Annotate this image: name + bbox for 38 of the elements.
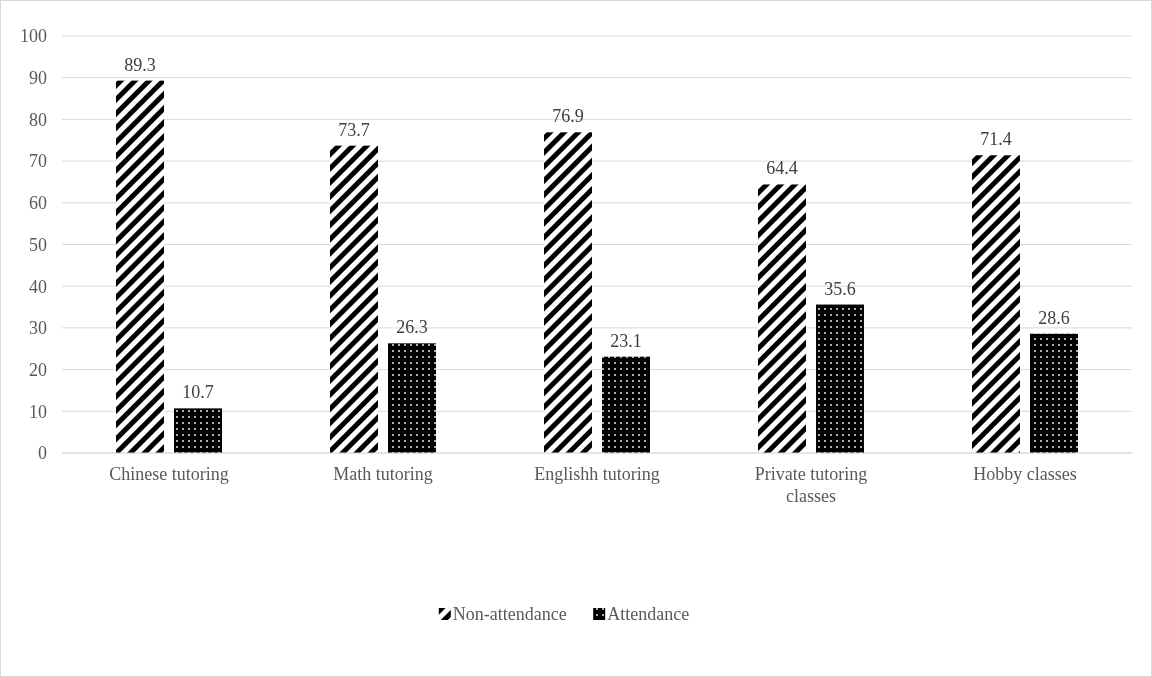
legend-label: Non-attendance <box>452 604 567 625</box>
data-label: 76.9 <box>552 106 584 127</box>
bar <box>544 132 592 453</box>
y-tick-label: 10 <box>29 401 47 422</box>
y-tick-label: 50 <box>29 234 47 255</box>
data-label: 10.7 <box>182 382 214 403</box>
bar <box>1030 333 1078 453</box>
y-tick-label: 40 <box>29 276 47 297</box>
data-label: 26.3 <box>396 317 428 338</box>
x-tick-label: Math tutoring <box>333 464 433 484</box>
y-tick-label: 0 <box>38 443 47 464</box>
y-tick-label: 70 <box>29 151 47 172</box>
bar <box>330 145 378 453</box>
data-label: 89.3 <box>124 54 156 75</box>
data-label: 23.1 <box>610 330 642 351</box>
x-tick-label: Hobby classes <box>973 464 1077 484</box>
y-tick-label: 90 <box>29 68 47 88</box>
bar <box>758 184 806 453</box>
bar <box>388 343 436 453</box>
bar <box>174 408 222 453</box>
data-label: 28.6 <box>1038 307 1070 328</box>
y-tick-label: 100 <box>20 26 47 47</box>
y-tick-label: 20 <box>29 359 47 380</box>
x-tick-label: Chinese tutoring <box>109 464 229 484</box>
data-label: 35.6 <box>824 278 856 299</box>
y-tick-label: 80 <box>29 109 47 130</box>
y-tick-label: 60 <box>29 193 47 214</box>
x-tick-label: Private tutoring classes <box>754 464 868 506</box>
data-label: 71.4 <box>980 129 1012 150</box>
data-label: 73.7 <box>338 119 370 140</box>
bar <box>116 80 164 453</box>
legend-label: Attendance <box>607 604 690 625</box>
bar <box>602 356 650 453</box>
y-tick-label: 30 <box>29 318 47 339</box>
bar <box>816 304 864 453</box>
bar <box>972 155 1020 453</box>
x-tick-label: Englishh tutoring <box>534 464 660 484</box>
data-label: 64.4 <box>766 158 798 179</box>
